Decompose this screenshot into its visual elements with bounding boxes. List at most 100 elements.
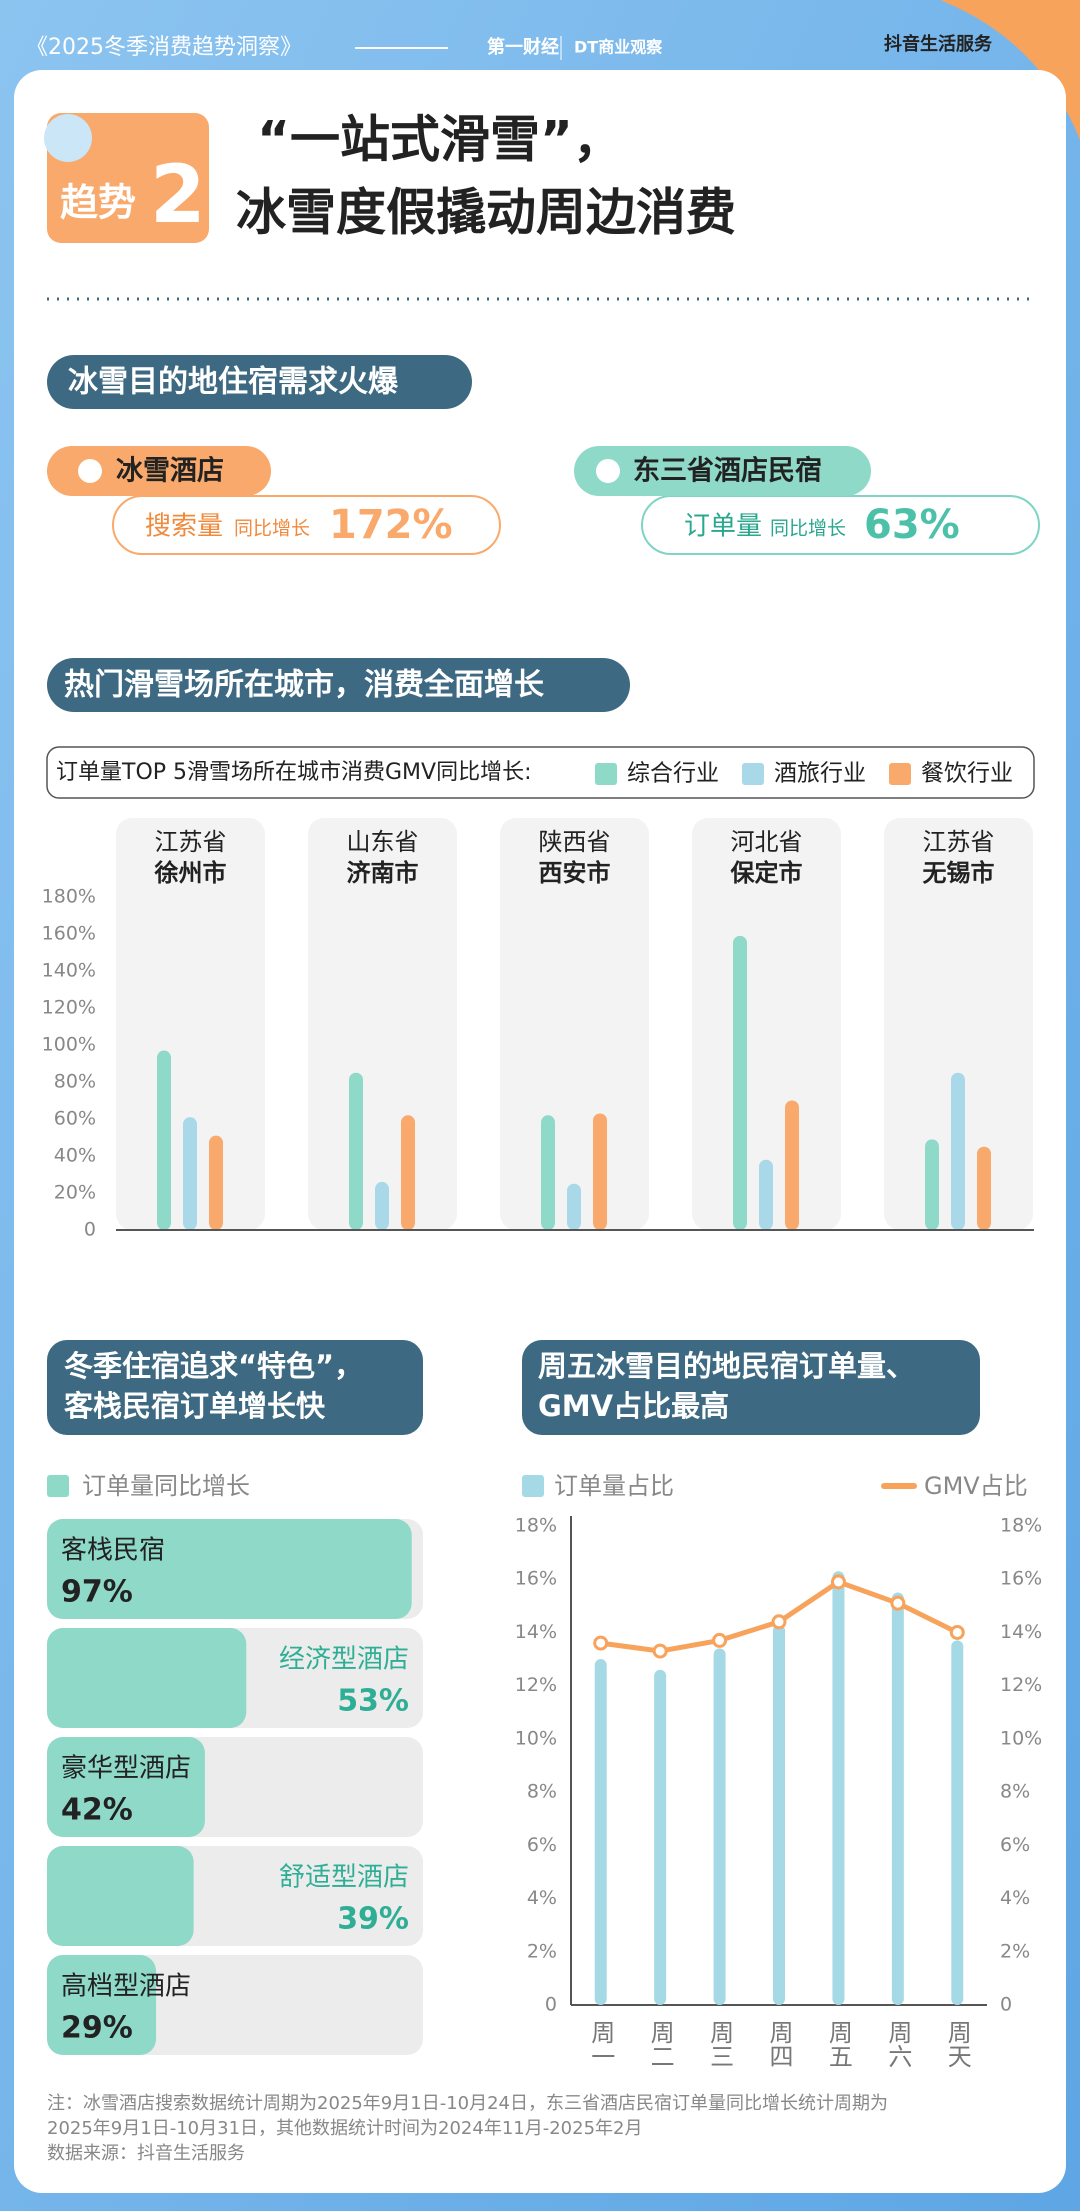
x-tick-label: 周天 bbox=[943, 2020, 971, 2068]
x-tick-label: 周四 bbox=[765, 2020, 793, 2068]
column-bg bbox=[308, 818, 457, 1230]
bar bbox=[977, 1146, 991, 1230]
snowflake bbox=[44, 114, 92, 162]
y-tick-label: 120% bbox=[42, 997, 96, 1019]
y2-tick-label: 6% bbox=[1000, 1834, 1030, 1856]
card-metric: 订单量 bbox=[684, 512, 762, 542]
value-label: 53% bbox=[337, 1684, 409, 1719]
y-tick-label: 8% bbox=[527, 1781, 557, 1803]
legend-swatch bbox=[595, 763, 617, 785]
value-label: 42% bbox=[61, 1793, 133, 1828]
legend-swatch bbox=[742, 763, 764, 785]
card-outline bbox=[112, 495, 501, 555]
section-heading-bg bbox=[522, 1340, 980, 1435]
y-tick-label: 18% bbox=[515, 1515, 557, 1537]
legend-swatch bbox=[889, 763, 911, 785]
province-label: 江苏省 bbox=[923, 828, 995, 856]
y-tick-label: 6% bbox=[527, 1834, 557, 1856]
x-tick-label: 保定市 bbox=[730, 859, 803, 887]
y2-tick-label: 12% bbox=[1000, 1674, 1042, 1696]
bar bbox=[47, 1628, 247, 1728]
bar bbox=[567, 1183, 581, 1230]
y-tick-label: 40% bbox=[54, 1145, 96, 1167]
legend-label: 餐饮行业 bbox=[921, 761, 1013, 787]
card-name: 冰雪酒店 bbox=[116, 456, 224, 487]
bar bbox=[785, 1100, 799, 1230]
y-tick-label: 80% bbox=[54, 1071, 96, 1093]
bar bbox=[832, 1571, 845, 2005]
y-tick-label: 12% bbox=[515, 1674, 557, 1696]
province-label: 河北省 bbox=[731, 828, 803, 856]
y-tick-label: 10% bbox=[515, 1727, 557, 1749]
section-heading-bg bbox=[47, 1340, 423, 1435]
card-qualifier: 同比增长 bbox=[770, 518, 846, 540]
point bbox=[890, 1595, 906, 1611]
bar bbox=[891, 1592, 904, 2005]
chart-subtitle: 订单量TOP 5滑雪场所在城市消费GMV同比增长: bbox=[56, 760, 532, 785]
y-tick-label: 100% bbox=[42, 1034, 96, 1056]
y-tick-label: 经济型酒店 bbox=[279, 1645, 409, 1675]
trend-number: 2 bbox=[150, 148, 206, 241]
y-tick-label: 140% bbox=[42, 960, 96, 982]
x-tick-label: 周三 bbox=[706, 2020, 734, 2068]
y-tick-label: 16% bbox=[515, 1568, 557, 1590]
legend-label: 订单量同比增长 bbox=[82, 1472, 250, 1500]
chart-title: GMV占比最高 bbox=[538, 1389, 729, 1423]
x-tick-label: 周二 bbox=[646, 2020, 674, 2068]
x-tick-label: 周一 bbox=[587, 2020, 615, 2068]
section-heading-bg bbox=[47, 355, 472, 409]
legend-label: 订单量占比 bbox=[554, 1472, 674, 1500]
column-bg bbox=[116, 818, 265, 1230]
province-label: 陕西省 bbox=[539, 828, 611, 856]
bar bbox=[925, 1139, 939, 1230]
point bbox=[593, 1635, 609, 1651]
y-tick-label: 60% bbox=[54, 1108, 96, 1130]
bar bbox=[713, 1648, 726, 2005]
point bbox=[712, 1632, 728, 1648]
point bbox=[771, 1614, 787, 1630]
bar bbox=[47, 1955, 157, 2055]
y2-tick-label: 10% bbox=[1000, 1727, 1042, 1749]
y-tick-label: 高档型酒店 bbox=[61, 1972, 191, 2002]
bar bbox=[733, 935, 747, 1230]
section-heading-bg bbox=[47, 658, 630, 712]
y-tick-label: 客栈民宿 bbox=[61, 1536, 165, 1566]
chart-title: 周五冰雪目的地民宿订单量、 bbox=[538, 1349, 915, 1383]
bar bbox=[773, 1624, 785, 2005]
y-tick-label: 豪华型酒店 bbox=[61, 1754, 191, 1784]
x-tick-label: 济南市 bbox=[347, 859, 419, 887]
card-metric: 搜索量 bbox=[145, 512, 223, 542]
y2-tick-label: 14% bbox=[1000, 1621, 1042, 1643]
bar bbox=[157, 1050, 171, 1230]
card-pill bbox=[47, 446, 271, 496]
value-label: 39% bbox=[337, 1902, 409, 1937]
trend-label: 趋势 bbox=[60, 181, 136, 225]
y2-tick-label: 8% bbox=[1000, 1781, 1030, 1803]
bar bbox=[375, 1181, 389, 1230]
column-bg bbox=[692, 818, 841, 1230]
bar bbox=[401, 1115, 415, 1230]
legend-label: GMV占比 bbox=[924, 1472, 1028, 1500]
column-bg bbox=[884, 818, 1033, 1230]
card-name: 东三省酒店民宿 bbox=[633, 455, 822, 487]
y2-tick-label: 0 bbox=[1000, 1994, 1012, 2016]
main-title: “一站式滑雪”， bbox=[257, 111, 623, 169]
legend-box bbox=[46, 746, 1035, 799]
main-title: 冰雪度假撬动周边消费 bbox=[236, 184, 736, 242]
chart-title: 冬季住宿追求“特色”， bbox=[64, 1349, 363, 1383]
value-label: 97% bbox=[61, 1575, 133, 1610]
source: 数据来源：抖音生活服务 bbox=[47, 2143, 245, 2164]
y2-tick-label: 2% bbox=[1000, 1940, 1030, 1962]
y-tick-label: 20% bbox=[54, 1182, 96, 1204]
dot bbox=[78, 459, 102, 483]
y-tick-label: 舒适型酒店 bbox=[279, 1863, 409, 1893]
point bbox=[830, 1574, 846, 1590]
bar bbox=[594, 1659, 607, 2005]
y-tick-label: 14% bbox=[515, 1621, 557, 1643]
y2-tick-label: 4% bbox=[1000, 1887, 1030, 1909]
bar bbox=[951, 1072, 965, 1230]
bar bbox=[209, 1135, 223, 1230]
chart-title: 热门滑雪场所在城市，消费全面增长 bbox=[64, 668, 544, 703]
brand: 第一财经 bbox=[487, 36, 559, 58]
bar bbox=[759, 1159, 773, 1230]
